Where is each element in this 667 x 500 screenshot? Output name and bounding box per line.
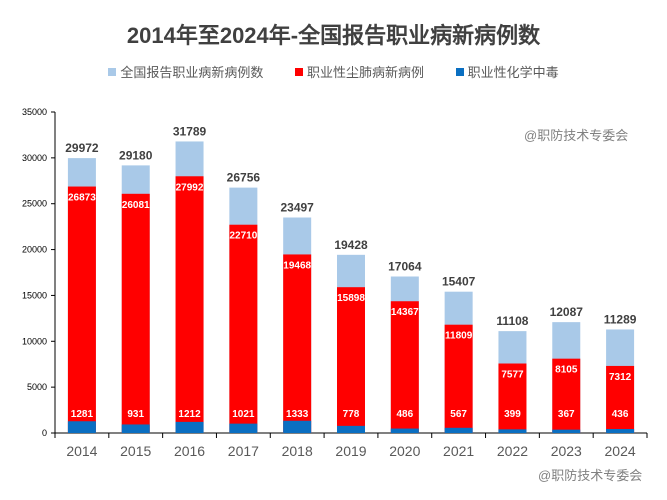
x-tick-label: 2023	[551, 443, 582, 459]
chemical-label: 399	[504, 409, 521, 420]
bar-chemical	[444, 427, 473, 433]
bar-chemical	[552, 429, 581, 433]
x-tick-label: 2022	[497, 443, 528, 459]
pneumoconiosis-label: 27992	[176, 182, 204, 193]
total-label: 23497	[280, 200, 314, 214]
chemical-label: 1212	[178, 409, 201, 420]
x-tick-label: 2019	[335, 443, 366, 459]
bar-pneumoconiosis	[283, 254, 312, 433]
pneumoconiosis-label: 26873	[68, 193, 96, 204]
bar-pneumoconiosis	[175, 176, 204, 433]
legend-item-chemical: 职业性化学中毒	[455, 62, 559, 81]
legend-item-total: 全国报告职业病新病例数	[108, 62, 263, 81]
total-label: 11289	[604, 312, 637, 326]
bar-chemical	[67, 421, 96, 433]
bar-chemical	[283, 420, 312, 433]
bar-pneumoconiosis	[606, 365, 635, 433]
x-tick-label: 2020	[389, 443, 420, 459]
bar-chemical	[390, 428, 419, 433]
y-tick-label: 35000	[22, 107, 47, 117]
bar-chemical	[606, 429, 635, 433]
bar-chemical	[229, 423, 258, 433]
bar-pneumoconiosis	[67, 186, 96, 433]
bar-chemical	[121, 424, 150, 433]
chemical-label: 367	[558, 409, 575, 420]
x-tick-label: 2016	[174, 443, 205, 459]
chemical-label: 931	[127, 409, 144, 420]
bar-pneumoconiosis	[337, 287, 365, 433]
total-label: 29180	[119, 148, 153, 162]
legend-label: 全国报告职业病新病例数	[120, 65, 264, 80]
total-label: 29972	[65, 141, 99, 155]
x-tick-label: 2021	[443, 443, 474, 459]
y-tick-label: 10000	[22, 336, 47, 346]
legend-swatch	[108, 67, 117, 76]
x-tick-label: 2014	[66, 443, 97, 459]
total-label: 17064	[388, 259, 422, 273]
legend-swatch	[455, 67, 464, 76]
chemical-label: 1333	[286, 409, 309, 420]
x-tick-label: 2018	[282, 443, 313, 459]
chemical-label: 486	[396, 409, 413, 420]
total-label: 31789	[173, 124, 207, 138]
pneumoconiosis-label: 15898	[337, 293, 365, 304]
legend-label: 职业性化学中毒	[467, 65, 559, 80]
total-label: 11108	[496, 314, 528, 328]
y-tick-label: 0	[42, 428, 47, 438]
x-tick-label: 2024	[605, 443, 636, 459]
bar-chemical	[337, 425, 365, 433]
total-label: 26756	[227, 171, 261, 185]
y-tick-label: 15000	[22, 290, 47, 300]
legend-swatch	[294, 67, 303, 76]
bar-chemical	[175, 421, 204, 433]
legend: 全国报告职业病新病例数 职业性尘肺病新病例 职业性化学中毒	[0, 62, 667, 81]
x-tick-label: 2015	[120, 443, 151, 459]
y-tick-label: 25000	[22, 199, 47, 209]
legend-item-pneumoconiosis: 职业性尘肺病新病例	[294, 62, 424, 81]
bar-pneumoconiosis	[390, 301, 419, 433]
bar-chemical	[498, 429, 527, 433]
bar-pneumoconiosis	[444, 324, 473, 433]
bar-pneumoconiosis	[229, 224, 258, 433]
watermark: @职防技术专委会	[524, 128, 629, 143]
pneumoconiosis-label: 26081	[122, 200, 150, 211]
chart-title: 2014年至2024年-全国报告职业病新病例数	[126, 23, 541, 48]
chemical-label: 1281	[71, 409, 94, 420]
pneumoconiosis-label: 11809	[445, 331, 473, 342]
bar-pneumoconiosis	[498, 363, 527, 433]
chemical-label: 1021	[232, 409, 255, 420]
x-tick-label: 2017	[228, 443, 259, 459]
y-tick-label: 20000	[22, 245, 47, 255]
chemical-label: 567	[450, 409, 467, 420]
pneumoconiosis-label: 22710	[229, 231, 257, 242]
pneumoconiosis-label: 19468	[283, 260, 311, 271]
bar-pneumoconiosis	[552, 358, 581, 433]
pneumoconiosis-label: 7312	[609, 372, 632, 383]
total-label: 15407	[442, 275, 476, 289]
chemical-label: 778	[343, 409, 360, 420]
pneumoconiosis-label: 14367	[391, 307, 419, 318]
bar-pneumoconiosis	[121, 193, 150, 433]
chemical-label: 436	[612, 409, 629, 420]
total-label: 12087	[550, 305, 584, 319]
y-tick-label: 30000	[22, 153, 47, 163]
pneumoconiosis-label: 7577	[501, 370, 524, 381]
watermark-bottom: @职防技术专委会	[538, 468, 643, 483]
y-tick-label: 5000	[27, 382, 47, 392]
pneumoconiosis-label: 8105	[555, 365, 578, 376]
legend-label: 职业性尘肺病新病例	[306, 65, 424, 80]
total-label: 19428	[334, 238, 368, 252]
